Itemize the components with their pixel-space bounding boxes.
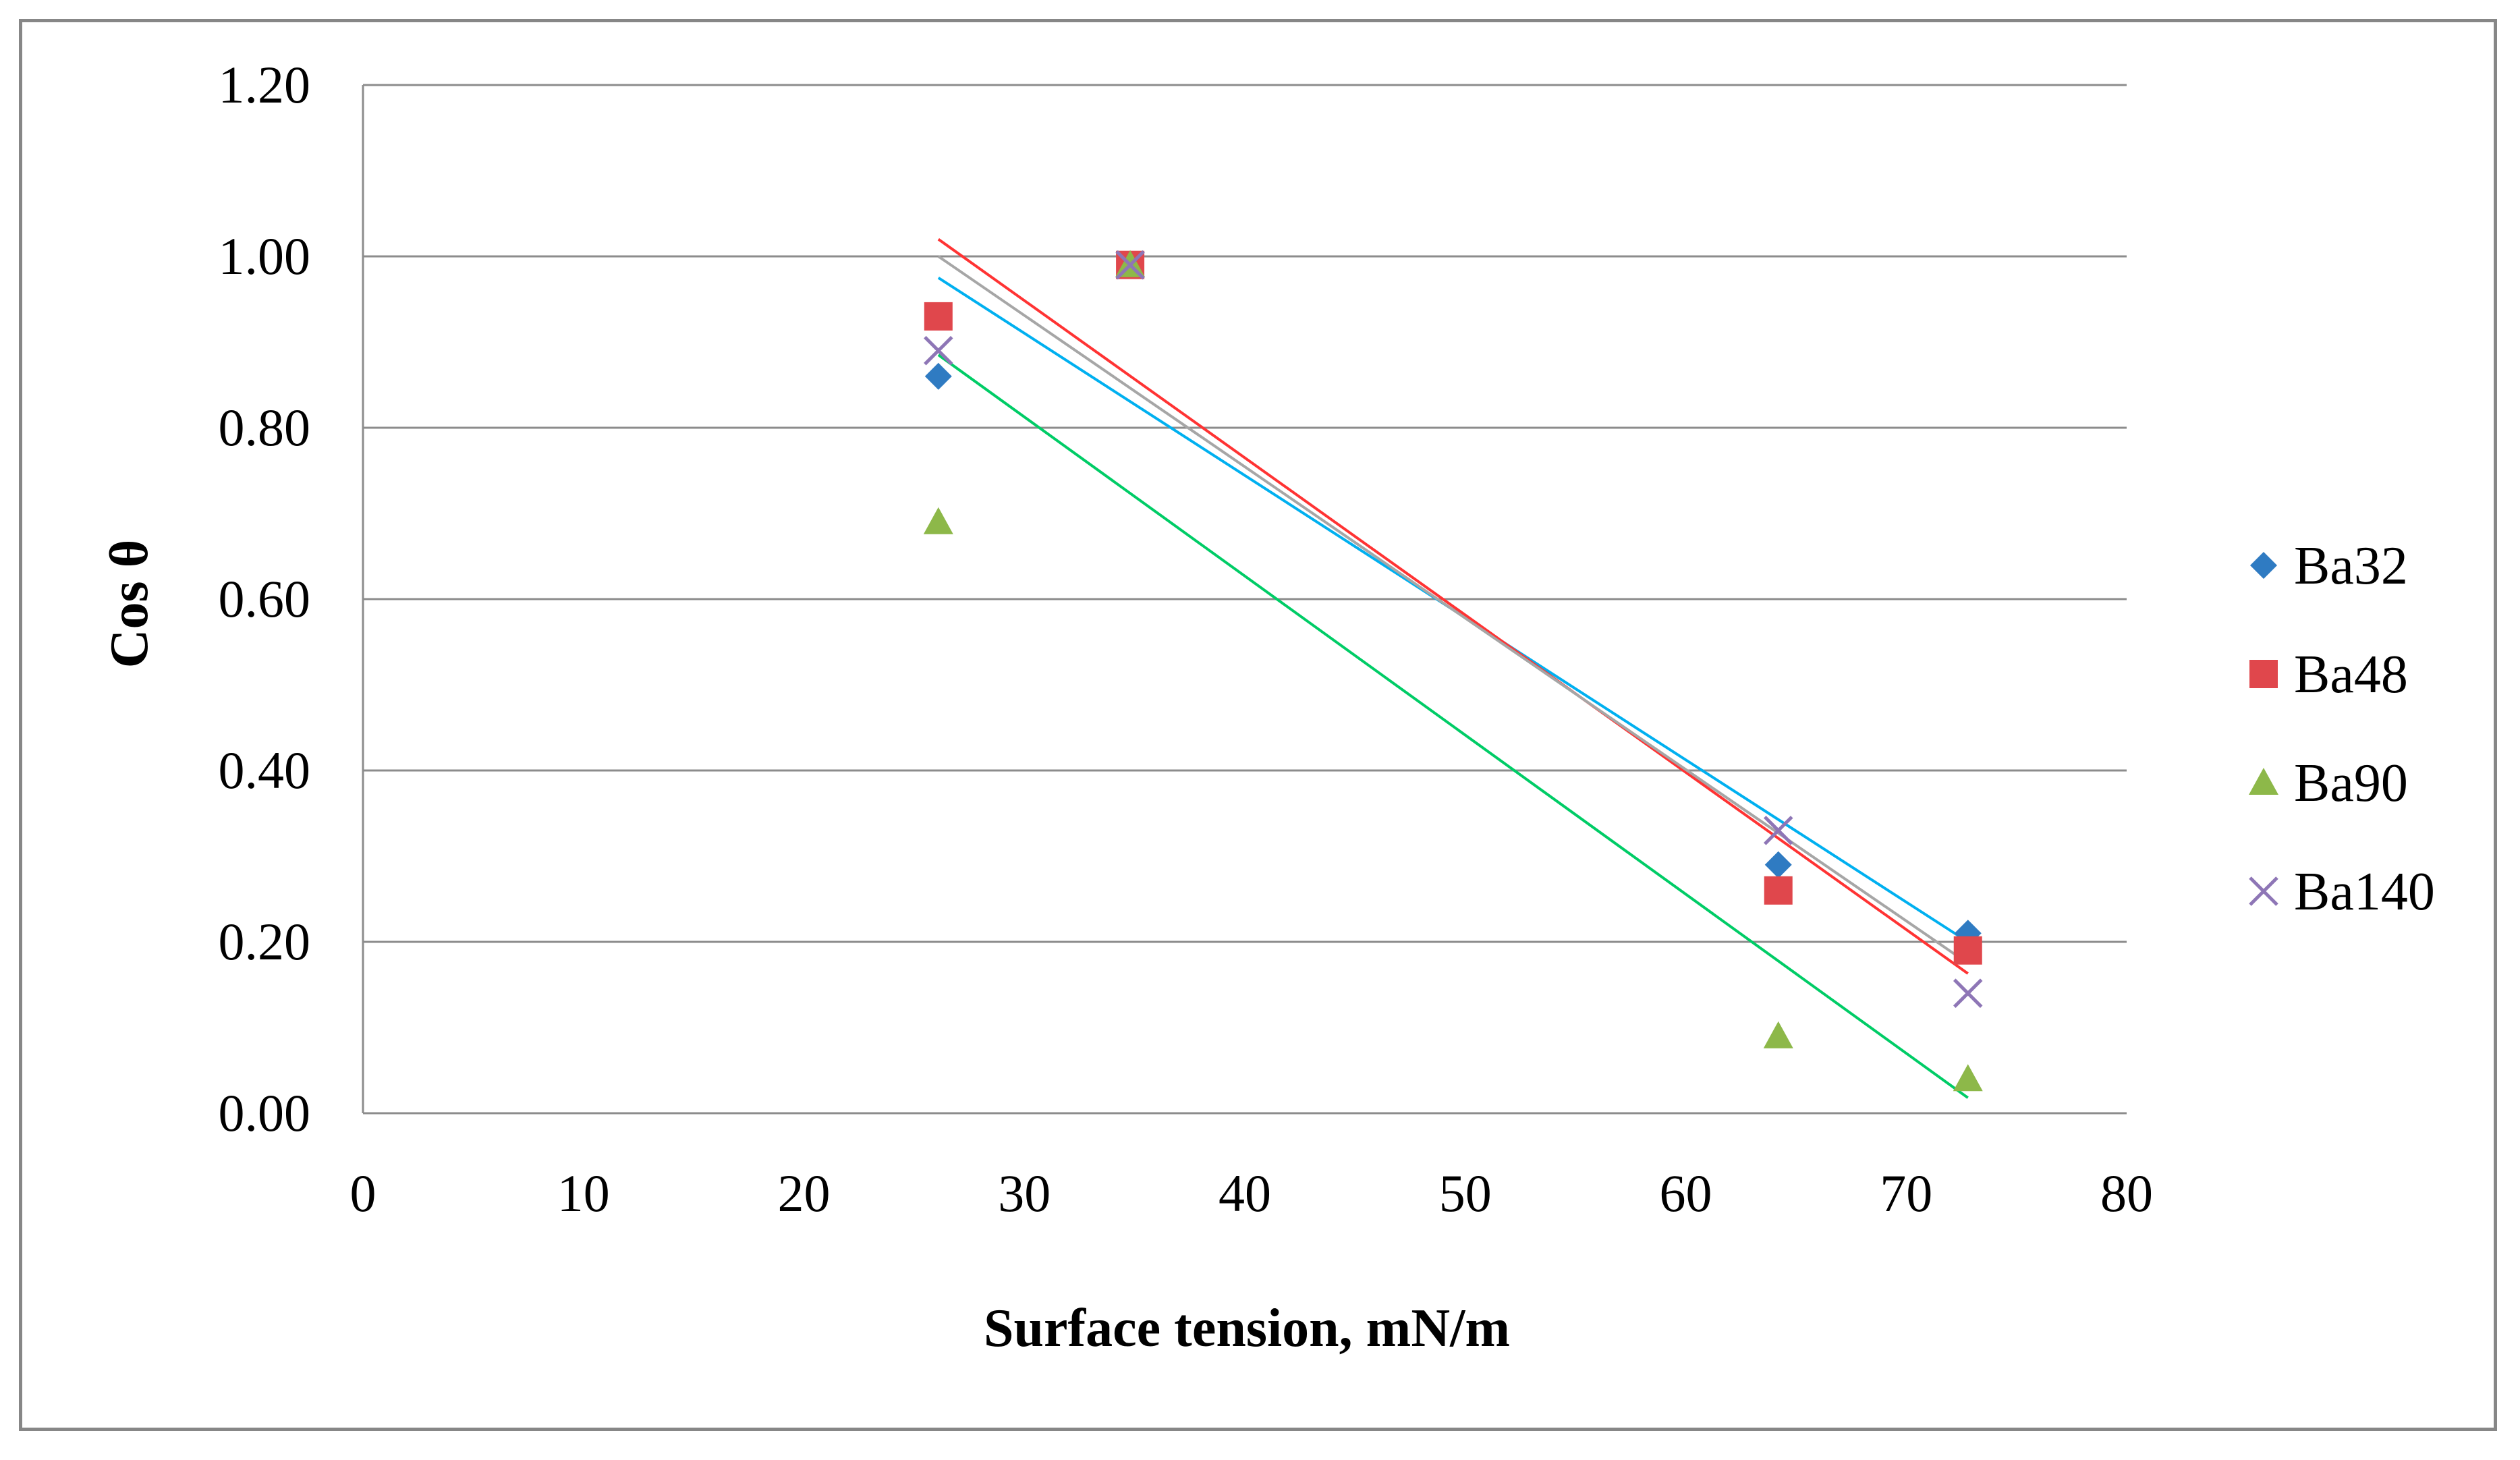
x-tick-label: 50: [1439, 1164, 1492, 1223]
x-tick-label: 0: [350, 1164, 376, 1223]
x-axis-title: Surface tension, mN/m: [984, 1299, 1510, 1358]
x-marker-stroke: [1115, 250, 1145, 280]
x-marker-stroke: [2249, 876, 2278, 906]
y-tick-label: 0.80: [219, 398, 311, 457]
legend-marker-ba48: [2249, 660, 2278, 688]
x-tick-label: 10: [557, 1164, 610, 1223]
data-point-ba90: [1763, 1021, 1793, 1048]
x-tick-label: 70: [1880, 1164, 1932, 1223]
x-marker-stroke: [1953, 978, 1983, 1008]
data-point-ba48: [1953, 936, 1982, 965]
trendline-ba48: [937, 237, 1969, 975]
x-marker-stroke: [1763, 816, 1793, 845]
legend-label-ba48: Ba48: [2294, 645, 2408, 704]
data-point-ba32: [1764, 851, 1792, 878]
y-tick-label: 0.00: [219, 1084, 311, 1142]
x-tick-label: 30: [998, 1164, 1051, 1223]
legend-label-ba140: Ba140: [2294, 862, 2435, 922]
y-tick-label: 0.40: [219, 741, 311, 799]
y-tick-label: 0.60: [219, 569, 311, 628]
trendline-ba90: [937, 354, 1969, 1099]
y-tick-label: 1.00: [219, 227, 311, 285]
trendline-ba140: [937, 255, 1969, 965]
y-axis-title: Cos θ: [100, 540, 159, 669]
y-tick-label: 0.20: [219, 912, 311, 971]
x-tick-label: 20: [778, 1164, 831, 1223]
legend-marker-ba90: [2249, 768, 2278, 795]
x-marker-stroke: [924, 335, 953, 366]
x-tick-label: 80: [2100, 1164, 2153, 1223]
data-point-ba48: [924, 302, 953, 331]
data-point-ba140: [924, 335, 953, 366]
data-point-ba140: [1953, 978, 1983, 1008]
data-point-ba140: [1115, 250, 1145, 280]
chart-frame: [19, 19, 2497, 1431]
y-tick-label: 1.20: [219, 55, 311, 114]
legend-marker-ba140: [2249, 876, 2278, 906]
legend-label-ba32: Ba32: [2294, 536, 2408, 596]
legend-marker-ba32: [2250, 552, 2277, 579]
data-point-ba32: [924, 362, 952, 390]
x-tick-label: 60: [1660, 1164, 1712, 1223]
data-point-ba140: [1763, 816, 1793, 845]
data-point-ba90: [923, 507, 953, 534]
data-point-ba90: [1953, 1064, 1983, 1092]
legend-label-ba90: Ba90: [2294, 754, 2408, 813]
x-tick-label: 40: [1219, 1164, 1271, 1223]
data-point-ba48: [1764, 876, 1793, 905]
